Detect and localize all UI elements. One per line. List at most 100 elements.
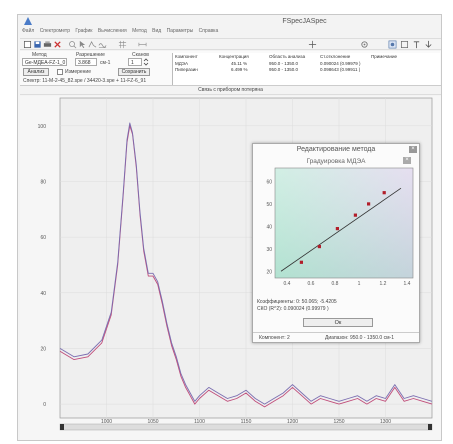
connection-status-bar: Связь с прибором потеряна <box>20 87 441 95</box>
method-label: Метод <box>32 52 47 58</box>
measure-icon[interactable] <box>138 40 147 49</box>
calib-x-tick-label: 1.2 <box>380 281 387 287</box>
calib-x-tick-label: 1 <box>358 281 361 287</box>
lock-icon[interactable] <box>388 40 397 49</box>
toolbar <box>20 38 441 50</box>
x-tick-label: 1200 <box>287 419 298 425</box>
scroll-handle-left[interactable] <box>60 424 64 430</box>
calib-x-tick-label: 0.6 <box>308 281 315 287</box>
menu-view[interactable]: Вид <box>152 28 162 34</box>
spectrum-path: Спектр: 11-М-2-45_82.spe / 34420-3.spe +… <box>23 78 147 84</box>
window-title: FSpecJASpec <box>282 18 327 25</box>
calib-x-tick-label: 1.4 <box>404 281 411 287</box>
calib-point[interactable] <box>335 227 339 231</box>
components-table: Компонент Концентрация Область анализа С… <box>172 53 440 85</box>
row-concentration: 45.11 % <box>231 61 248 66</box>
row-range: 950.0 - 1350.0 <box>269 61 299 66</box>
status-range: Диапазон: 950.0 - 1350.0 см-1 <box>325 335 394 341</box>
row-concentration: 6.499 % <box>231 67 248 72</box>
header-deviation: Ст.отклонение <box>320 54 351 59</box>
zoom-icon[interactable] <box>68 40 77 49</box>
header-range: Область анализа <box>269 54 306 59</box>
y-tick-label: 60 <box>40 235 46 241</box>
menu-help[interactable]: Справка <box>198 28 219 34</box>
calib-x-tick-label: 0.8 <box>332 281 339 287</box>
delete-icon[interactable] <box>53 40 62 49</box>
coefficients-text: Коэффициенты: 0: 50.065; -5.4205 <box>257 299 337 305</box>
menu-file[interactable]: Файл <box>22 28 35 34</box>
calib-y-tick-label: 40 <box>266 224 272 230</box>
calib-point[interactable] <box>353 213 357 217</box>
menu-graph[interactable]: График <box>75 28 93 34</box>
horizontal-scrollbar[interactable] <box>59 423 433 431</box>
calib-fit-line <box>280 187 402 272</box>
status-component: Компонент: 2 <box>259 335 290 341</box>
row-deviation: 0.090024 (0.99979 ) <box>320 61 361 66</box>
x-tick-label: 1250 <box>333 419 344 425</box>
method-select[interactable]: Ge-МДЕА-FZ-1_0 <box>22 58 67 66</box>
spectrum-series-line <box>59 125 433 408</box>
menu-parameters[interactable]: Параметры <box>166 28 194 34</box>
calib-point[interactable] <box>367 202 371 206</box>
row-range: 950.0 - 1350.0 <box>269 67 299 72</box>
scans-label: Сканов <box>132 52 149 58</box>
row-component: Пиперазин <box>175 67 198 72</box>
scans-field[interactable]: 1 <box>128 58 142 66</box>
app-logo-icon <box>24 17 32 25</box>
arrow-down-icon[interactable] <box>424 40 433 49</box>
row-component: МДЭА <box>175 61 189 66</box>
sko-text: СКО (R^2): 0.090024 (0.99979 ) <box>257 306 329 312</box>
header-note: Примечание <box>371 54 398 59</box>
resolution-field[interactable]: 3.868 <box>75 58 97 66</box>
x-tick-label: 1150 <box>241 419 252 425</box>
calib-point[interactable] <box>382 191 386 195</box>
measure-checkbox[interactable] <box>57 69 63 75</box>
header-component: Компонент <box>175 54 198 59</box>
grid-icon[interactable] <box>118 40 127 49</box>
window-icon[interactable] <box>400 40 409 49</box>
x-tick-label: 1000 <box>101 419 112 425</box>
scroll-handle-right[interactable] <box>428 424 432 430</box>
x-tick-label: 1050 <box>147 419 158 425</box>
y-tick-label: 20 <box>40 346 46 352</box>
ok-button[interactable]: Ок <box>303 318 373 327</box>
dialog-close-button[interactable]: × <box>409 146 417 153</box>
print-icon[interactable] <box>43 40 52 49</box>
settings-icon[interactable] <box>360 40 369 49</box>
peak-icon[interactable] <box>88 40 97 49</box>
x-tick-label: 1300 <box>380 419 391 425</box>
scans-spinner-icon[interactable] <box>143 58 149 66</box>
calibration-close-button[interactable]: × <box>403 157 411 164</box>
analyze-button[interactable]: Анализ <box>23 68 49 76</box>
baseline-icon[interactable] <box>98 40 107 49</box>
table-row[interactable]: Пиперазин 6.499 % 950.0 - 1350.0 0.09864… <box>173 67 440 73</box>
table-row[interactable]: МДЭА 45.11 % 950.0 - 1350.0 0.090024 (0.… <box>173 61 440 67</box>
menu-calculations[interactable]: Вычисления <box>97 28 127 34</box>
new-icon[interactable] <box>23 40 32 49</box>
y-tick-label: 0 <box>43 402 46 408</box>
calib-point[interactable] <box>317 244 321 249</box>
calib-y-tick-label: 50 <box>266 202 272 208</box>
pin-icon[interactable] <box>412 40 421 49</box>
y-tick-label: 40 <box>40 291 46 297</box>
cursor-icon[interactable] <box>78 40 87 49</box>
menu-method[interactable]: Метод <box>132 28 147 34</box>
calib-y-tick-label: 60 <box>266 179 272 185</box>
x-tick-label: 1100 <box>194 419 205 425</box>
resolution-unit: см-1 <box>100 60 111 66</box>
measure-checkbox-label: Измерение <box>65 69 92 75</box>
table-header: Компонент Концентрация Область анализа С… <box>173 54 440 60</box>
save-icon[interactable] <box>33 40 42 49</box>
calibration-chart[interactable]: 60 50 40 30 20 0.4 0.6 0.8 1 1.2 1.4 <box>257 166 417 296</box>
calib-x-tick-label: 0.4 <box>284 281 291 287</box>
y-tick-label: 100 <box>38 124 47 130</box>
menu-spectrometer[interactable]: Спектрометр <box>39 28 71 34</box>
save-button[interactable]: Сохранить <box>118 68 150 76</box>
arrows-icon[interactable] <box>308 40 317 49</box>
title-bar: FSpecJASpec <box>18 15 441 28</box>
resolution-label: Разрешение <box>76 52 105 58</box>
edit-method-dialog: Редактирование метода × Градуировка МДЭА… <box>252 143 420 343</box>
header-concentration: Концентрация <box>219 54 249 59</box>
calib-point[interactable] <box>299 260 303 264</box>
y-tick-label: 80 <box>40 179 46 185</box>
